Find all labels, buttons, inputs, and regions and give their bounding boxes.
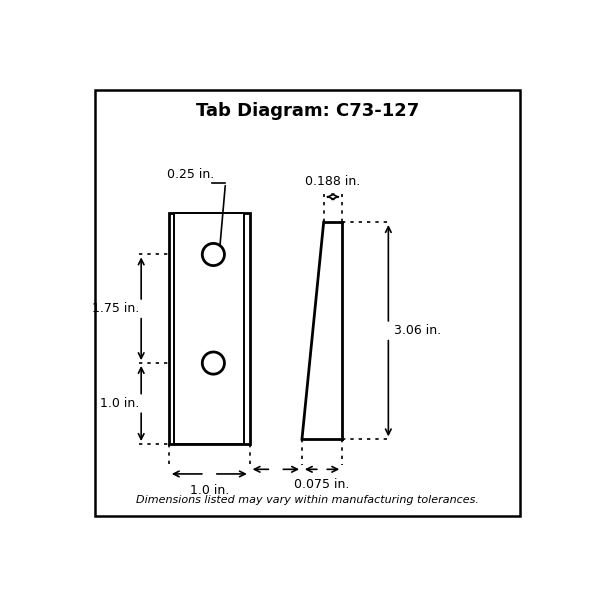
Text: 3.06 in.: 3.06 in. — [394, 324, 441, 337]
Text: 1.75 in.: 1.75 in. — [92, 302, 139, 315]
Bar — [169, 213, 250, 444]
Bar — [175, 213, 244, 444]
Text: Dimensions listed may vary within manufacturing tolerances.: Dimensions listed may vary within manufa… — [136, 495, 479, 505]
Text: 1.0 in.: 1.0 in. — [100, 397, 139, 410]
Circle shape — [202, 352, 224, 374]
Text: 0.075 in.: 0.075 in. — [295, 478, 350, 491]
Text: 0.188 in.: 0.188 in. — [305, 175, 361, 188]
Circle shape — [202, 244, 224, 266]
Text: Tab Diagram: C73-127: Tab Diagram: C73-127 — [196, 102, 419, 120]
Text: 0.25 in.: 0.25 in. — [167, 167, 214, 181]
Text: 1.0 in.: 1.0 in. — [190, 484, 229, 497]
